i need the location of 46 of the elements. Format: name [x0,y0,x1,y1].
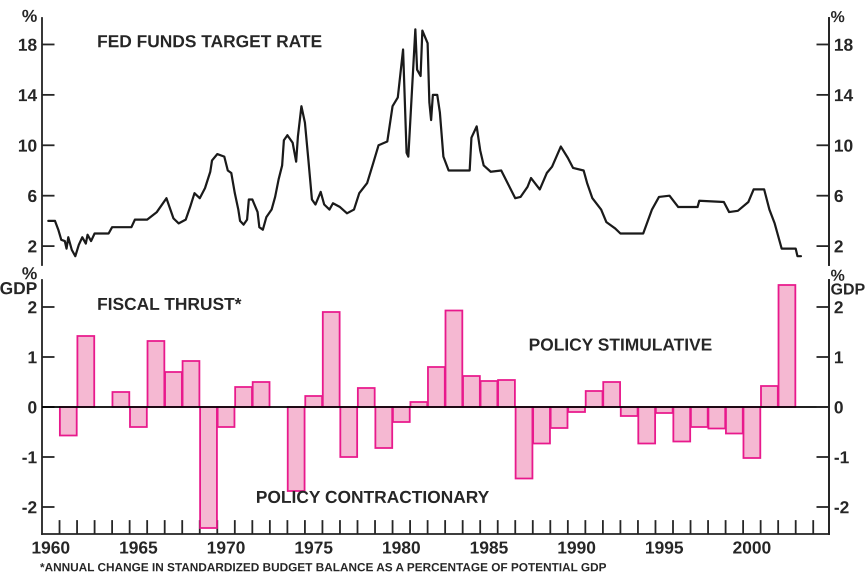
y-tick-label: 6 [28,190,37,202]
y2-tick-label: 18 [834,38,853,51]
x-tick-label: 1965 [120,541,158,554]
bar [76,335,96,408]
x-tick-label: 1960 [32,541,70,554]
y-tick-label: 14 [18,89,38,102]
y-tick-label: 10 [18,139,36,152]
y2-tick-label: 14 [834,89,854,102]
x-tick-label: 2000 [733,541,770,554]
y2-axis-title: % GDP [830,270,865,295]
y-tick-label: 1 [28,351,37,364]
y-axis-title: % GDP [0,267,37,294]
y2-tick-label: 2 [834,240,843,252]
y2-tick-label: 6 [834,190,843,202]
x-tick-label: 1990 [558,541,596,554]
text: *ANNUAL CHANGE IN STANDARDIZED BUDGET BALANCE AS A PERCENTAGE OF POTENTIAL GDP [40,563,606,572]
annotation: POLICY CONTRACTIONARY [256,490,489,504]
bar [356,387,376,408]
x-tick-label: 1995 [646,541,684,554]
text: FISCAL THRUST* [98,298,242,310]
y-axis-title: % [22,10,37,22]
y-tick-label: 2 [28,240,36,252]
bar [58,406,78,436]
y2-tick-label: -2 [834,501,849,514]
text: FED FUNDS TARGET RATE [98,35,322,48]
line-series [47,28,802,258]
bar [339,406,358,458]
y-tick-label: 18 [18,38,37,51]
y2-tick-label: -1 [834,451,849,464]
y-tick-label: -1 [22,451,37,464]
x-tick-label: 1985 [470,541,508,554]
bar [112,391,130,408]
bar [129,406,148,428]
x-tick-label: 1975 [295,541,333,554]
annotation: POLICY STIMULATIVE [530,338,712,351]
y-tick-label: 2 [28,301,36,314]
bar [286,406,306,492]
y-tick-label: -2 [22,501,36,514]
x-tick-label: 1980 [383,541,420,554]
y2-tick-label: 2 [834,301,843,314]
y2-tick-label: 10 [834,139,852,152]
y-tick-label: 0 [28,401,36,414]
x-tick-label: 1970 [208,541,245,554]
y2-axis-title: % [830,10,844,22]
y2-tick-label: 0 [834,401,843,414]
y2-tick-label: 1 [834,351,844,364]
